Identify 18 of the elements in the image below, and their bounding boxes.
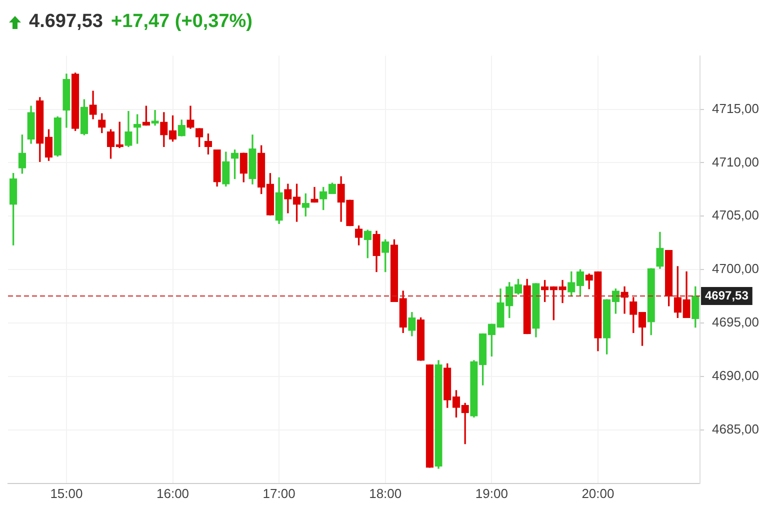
- x-tick-label: 20:00: [582, 486, 614, 501]
- y-tick-label: 4705,00: [712, 208, 760, 223]
- x-tick-label: 17:00: [262, 486, 296, 501]
- candlestick: [151, 110, 159, 126]
- chart-subtitle: +17,47 (+0,37%): [110, 11, 253, 33]
- x-tick-label: 15:00: [50, 486, 83, 501]
- y-tick-label: 4690,00: [712, 368, 760, 384]
- x-tick-label: 16:00: [156, 486, 190, 501]
- y-tick-label: 4700,00: [712, 261, 760, 276]
- y-tick-label: 4695,00: [712, 314, 760, 330]
- y-tick-label: 4685,00: [712, 422, 760, 437]
- candlestick: [620, 286, 628, 314]
- y-tick-label: 4715,00: [712, 100, 760, 116]
- ref-line-label: 4697,53: [705, 288, 749, 302]
- y-tick-label: 4710,00: [712, 154, 760, 170]
- x-tick-label: 18:00: [369, 486, 402, 501]
- chart-title: 4.697,53: [29, 11, 103, 33]
- x-tick-label: 19:00: [475, 486, 508, 501]
